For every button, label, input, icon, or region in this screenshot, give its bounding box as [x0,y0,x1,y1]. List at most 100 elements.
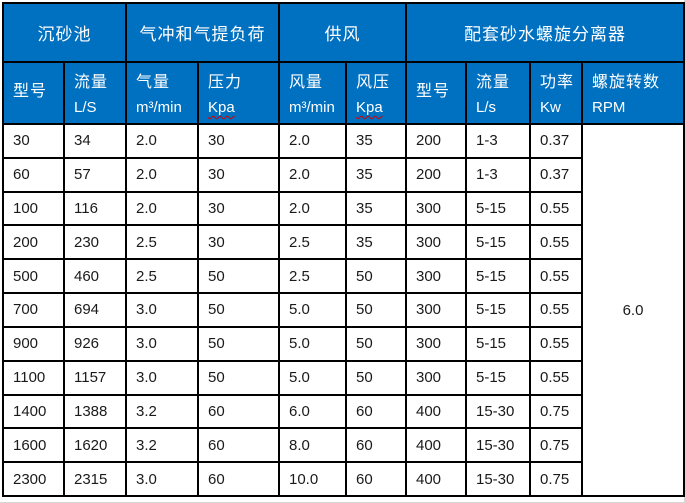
data-cell: 2.0 [125,190,199,227]
column-header-label: 流量 [476,74,511,91]
data-cell: 34 [63,123,127,159]
data-cell: 0.55 [529,325,583,362]
data-cell: 30 [197,123,280,159]
sub-header-row: 型号 流量 L/S 气量 m³/min 压力 Kpa 风量 m³/min [2,61,685,125]
data-cell: 50 [345,325,407,362]
column-header-label: 螺旋转数 [592,74,661,91]
group-header-air-supply: 供风 [278,2,407,63]
data-cell: 30 [197,156,280,193]
data-cell: 50 [197,258,280,295]
data-cell: 50 [197,359,280,396]
data-cell: 400 [405,393,467,430]
data-cell: 50 [345,292,407,328]
data-cell: 0.55 [529,292,583,328]
data-cell: 300 [405,190,467,227]
group-header-sand-water-spiral-separator: 配套砂水螺旋分离器 [405,2,685,63]
column-header-label: 气量 [136,74,171,91]
data-cell: 1600 [2,427,65,464]
data-cell: 50 [197,292,280,328]
table-row: 60 57 2.0 30 2.0 35 200 1-3 0.37 [2,156,684,193]
data-cell: 400 [405,461,467,497]
data-cell: 30 [197,190,280,227]
table-row: 200 230 2.5 30 2.5 35 300 5-15 0.55 [2,224,684,261]
data-cell: 50 [197,325,280,362]
data-cell: 460 [63,258,127,295]
column-header-unit-spellchecked: Kpa [356,99,383,116]
data-cell: 5-15 [465,224,531,261]
group-header-air-flush-lift-load: 气冲和气提负荷 [125,2,280,63]
data-cell: 5.0 [278,325,347,362]
column-header-wind-volume: 风量 m³/min [278,61,347,125]
table-row: 900 926 3.0 50 5.0 50 300 5-15 0.55 [2,325,684,362]
data-cell: 300 [405,224,467,261]
column-header-air-volume: 气量 m³/min [125,61,199,125]
column-header-unit: L/S [74,99,97,116]
data-cell: 1-3 [465,156,531,193]
data-cell: 300 [405,325,467,362]
column-header-unit: Kw [540,99,561,116]
data-cell: 694 [63,292,127,328]
data-cell: 926 [63,325,127,362]
table-body: 30 34 2.0 30 2.0 35 200 1-3 0.37 6.0 60 57 2.0 30 2.0 3… [2,123,685,497]
table-row: 1400 1388 3.2 60 6.0 60 400 15-30 0.75 [2,393,684,430]
data-cell: 3.2 [125,427,199,464]
data-cell: 1-3 [465,123,531,159]
table-row: 100 116 2.0 30 2.0 35 300 5-15 0.55 [2,190,684,227]
column-header-unit: m³/min [136,99,182,116]
data-cell: 1157 [63,359,127,396]
data-cell: 15-30 [465,427,531,464]
data-cell: 5-15 [465,359,531,396]
data-cell: 300 [405,258,467,295]
data-cell: 5-15 [465,292,531,328]
group-header-grit-chamber: 沉砂池 [2,2,127,63]
data-cell: 900 [2,325,65,362]
data-cell: 57 [63,156,127,193]
data-cell: 1620 [63,427,127,464]
data-cell: 30 [2,123,65,159]
table-row: 30 34 2.0 30 2.0 35 200 1-3 0.37 6.0 [2,123,685,497]
column-header-unit: L/s [476,99,497,116]
column-header-pressure: 压力 Kpa [197,61,280,125]
column-header-label: 流量 [74,74,109,91]
column-header-label: 型号 [416,82,451,100]
data-cell: 700 [2,292,65,328]
data-cell: 3.0 [125,292,199,328]
table-header: 沉砂池 气冲和气提负荷 供风 配套砂水螺旋分离器 型号 流量 L/S 气量 m³… [2,2,685,125]
data-cell: 200 [405,123,467,159]
data-cell: 35 [345,224,407,261]
column-header-unit: m³/min [289,99,335,116]
data-cell: 0.55 [529,190,583,227]
data-cell: 2.0 [278,123,347,159]
data-cell: 8.0 [278,427,347,464]
data-cell: 3.0 [125,325,199,362]
data-cell: 60 [345,461,407,497]
data-cell: 60 [345,427,407,464]
data-cell: 2.0 [125,123,199,159]
column-header-spiral-rpm: 螺旋转数 RPM [581,61,685,125]
data-cell: 2300 [2,461,65,497]
column-header-label: 型号 [13,82,48,100]
data-cell: 15-30 [465,461,531,497]
column-header-label: 功率 [540,74,575,91]
column-header-label: 风压 [356,74,391,91]
data-cell: 5-15 [465,325,531,362]
data-cell: 5.0 [278,292,347,328]
data-cell: 2.5 [278,258,347,295]
data-cell: 2.5 [125,258,199,295]
column-header-flow-rate: 流量 L/S [63,61,127,125]
column-header-power: 功率 Kw [529,61,583,125]
data-cell: 60 [2,156,65,193]
data-cell: 2.0 [125,156,199,193]
data-cell: 500 [2,258,65,295]
data-cell: 230 [63,224,127,261]
table-row: 2300 2315 3.0 60 10.0 60 400 15-30 0.75 [2,461,684,497]
data-cell: 1100 [2,359,65,396]
column-header-model: 型号 [2,61,65,125]
data-cell: 0.37 [529,123,583,159]
data-cell: 3.0 [125,359,199,396]
data-cell: 6.0 [278,393,347,430]
data-cell: 30 [197,224,280,261]
data-cell: 50 [345,359,407,396]
